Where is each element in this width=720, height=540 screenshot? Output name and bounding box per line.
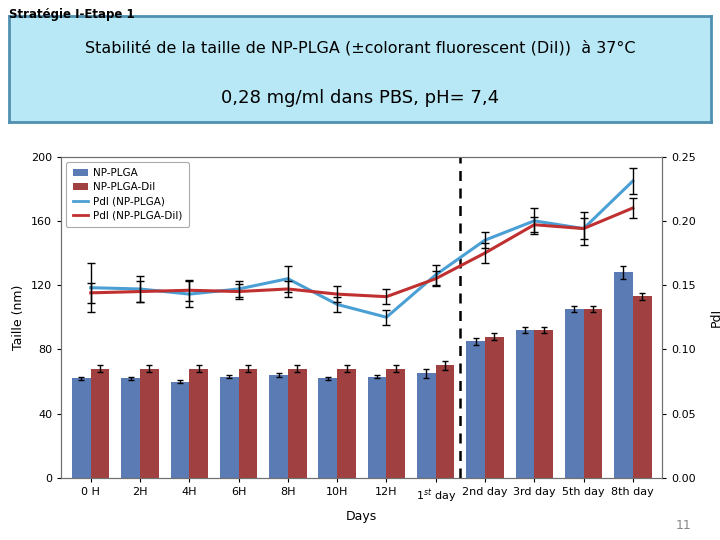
Bar bbox=[140, 369, 159, 478]
Bar bbox=[368, 377, 387, 478]
Bar bbox=[171, 381, 189, 478]
Bar bbox=[436, 366, 454, 478]
Bar bbox=[91, 369, 109, 478]
Text: 11: 11 bbox=[675, 519, 691, 532]
Bar bbox=[583, 309, 603, 478]
Bar bbox=[269, 375, 288, 478]
Y-axis label: Taille (nm): Taille (nm) bbox=[12, 285, 25, 350]
Text: Stratégie I-Etape 1: Stratégie I-Etape 1 bbox=[9, 8, 134, 21]
Bar bbox=[121, 379, 140, 478]
Bar bbox=[633, 296, 652, 478]
Bar bbox=[72, 379, 91, 478]
Bar bbox=[238, 369, 257, 478]
Bar bbox=[189, 369, 208, 478]
Bar bbox=[516, 330, 534, 478]
Text: Stabilité de la taille de NP-PLGA (±colorant fluorescent (DiI))  à 37°C: Stabilité de la taille de NP-PLGA (±colo… bbox=[85, 40, 635, 56]
Bar bbox=[564, 309, 583, 478]
Y-axis label: PdI: PdI bbox=[710, 308, 720, 327]
Bar bbox=[337, 369, 356, 478]
Bar bbox=[417, 374, 436, 478]
Text: 0,28 mg/ml dans PBS, pH= 7,4: 0,28 mg/ml dans PBS, pH= 7,4 bbox=[221, 89, 499, 107]
Bar bbox=[534, 330, 553, 478]
Bar bbox=[387, 369, 405, 478]
Bar bbox=[485, 336, 504, 478]
Legend: NP-PLGA, NP-PLGA-DiI, PdI (NP-PLGA), PdI (NP-PLGA-DiI): NP-PLGA, NP-PLGA-DiI, PdI (NP-PLGA), PdI… bbox=[66, 162, 189, 227]
Bar bbox=[467, 341, 485, 478]
X-axis label: Days: Days bbox=[346, 510, 377, 523]
Bar bbox=[318, 379, 337, 478]
Bar bbox=[288, 369, 307, 478]
Bar bbox=[220, 377, 238, 478]
Bar bbox=[614, 272, 633, 478]
